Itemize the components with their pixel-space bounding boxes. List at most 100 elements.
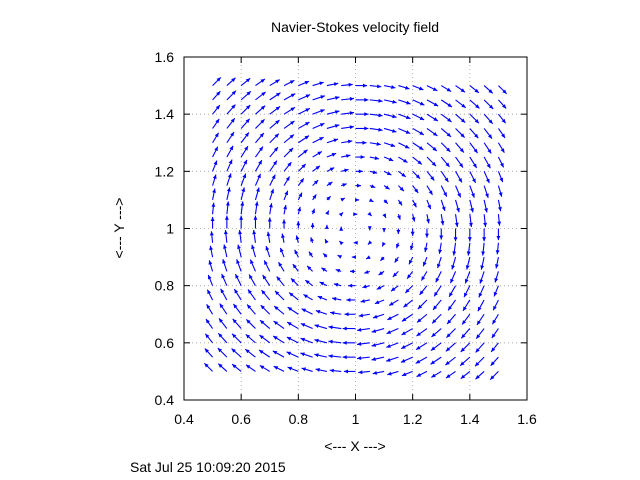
velocity-arrowhead [404, 144, 410, 149]
velocity-arrowhead [290, 93, 296, 98]
velocity-arrowhead [423, 247, 428, 252]
velocity-arrowhead [342, 183, 347, 187]
velocity-arrowhead [273, 366, 279, 370]
velocity-arrowhead [351, 255, 356, 260]
velocity-arrowhead [232, 318, 237, 324]
velocity-arrowhead [300, 352, 305, 357]
velocity-arrowhead [296, 221, 301, 226]
velocity-arrowhead [261, 91, 266, 97]
velocity-arrowhead [451, 265, 456, 270]
velocity-arrowhead [452, 251, 457, 256]
velocity-arrowhead [332, 296, 337, 301]
velocity-arrowhead [342, 355, 347, 360]
velocity-arrowhead [312, 194, 317, 199]
velocity-arrowhead [315, 368, 320, 372]
velocity-arrowhead [401, 345, 406, 349]
velocity-arrowhead [392, 114, 397, 119]
velocity-arrowhead [353, 240, 358, 245]
velocity-arrowhead [252, 230, 257, 235]
velocity-arrowhead [491, 347, 496, 352]
velocity-arrowhead [430, 360, 436, 365]
velocity-arrowhead [373, 314, 378, 319]
velocity-arrowhead [245, 349, 250, 354]
velocity-arrowhead [473, 148, 478, 154]
x-tick-label: 0.8 [289, 411, 309, 427]
velocity-arrowhead [297, 206, 302, 212]
velocity-arrowhead [407, 274, 412, 279]
velocity-arrowhead [410, 231, 415, 236]
velocity-arrowhead [401, 331, 406, 335]
chart-title: Navier-Stokes velocity field [271, 19, 439, 35]
velocity-arrowhead [281, 233, 285, 238]
velocity-arrowhead [258, 160, 262, 165]
velocity-arrowhead [246, 105, 251, 110]
velocity-arrowhead [353, 212, 358, 217]
velocity-arrowhead [268, 203, 273, 208]
velocity-arrowhead [495, 264, 499, 269]
velocity-arrowhead [363, 83, 368, 88]
velocity-arrowhead [233, 303, 238, 309]
velocity-arrowhead [286, 337, 292, 341]
velocity-arrowhead [449, 292, 453, 297]
velocity-arrowhead [358, 313, 364, 318]
velocity-arrowhead [225, 201, 230, 206]
velocity-arrowhead [230, 118, 235, 123]
velocity-arrowhead [364, 97, 369, 102]
velocity-arrowhead [431, 161, 437, 167]
velocity-arrowhead [346, 298, 351, 302]
velocity-arrowhead [210, 216, 215, 221]
velocity-arrowhead [376, 141, 381, 146]
velocity-arrowhead [387, 316, 392, 320]
velocity-arrowhead [292, 264, 297, 269]
velocity-arrowhead [239, 215, 244, 220]
velocity-arrowhead [500, 162, 504, 168]
velocity-arrowhead [367, 211, 372, 217]
velocity-arrowhead [360, 155, 365, 159]
velocity-arrowhead [376, 285, 382, 290]
velocity-arrowhead [419, 131, 424, 135]
velocity-arrowhead [349, 111, 354, 116]
velocity-arrowhead [391, 287, 396, 292]
velocity-arrowhead [220, 288, 225, 294]
velocity-arrowhead [338, 212, 344, 217]
velocity-arrowhead [389, 301, 394, 306]
velocity-arrowhead [245, 364, 251, 369]
velocity-arrowhead [275, 92, 281, 97]
velocity-arrowhead [405, 115, 411, 120]
velocity-arrowhead [287, 307, 293, 311]
x-axis-label: <--- X ---> [324, 438, 385, 454]
velocity-arrowhead [428, 190, 433, 195]
velocity-arrowhead [388, 157, 394, 162]
velocity-arrowhead [432, 87, 438, 91]
velocity-arrowhead [415, 174, 421, 179]
velocity-arrowhead [397, 215, 401, 220]
velocity-arrowhead [448, 305, 453, 311]
velocity-arrowhead [403, 303, 408, 308]
velocity-arrowhead [328, 354, 333, 359]
velocity-arrowhead [245, 78, 251, 83]
velocity-arrowhead [319, 281, 325, 286]
velocity-arrowhead [358, 169, 363, 174]
y-axis-label: <--- Y ---> [111, 198, 127, 259]
velocity-arrowhead [483, 222, 488, 227]
velocity-arrowhead [282, 219, 286, 224]
velocity-arrowhead [500, 148, 505, 153]
velocity-arrowhead [236, 259, 240, 264]
velocity-arrowhead [432, 146, 437, 151]
velocity-arrowhead [392, 128, 397, 133]
velocity-arrowhead [355, 197, 360, 202]
velocity-arrowhead [501, 104, 507, 109]
velocity-arrowhead [425, 233, 429, 238]
velocity-arrowhead [214, 146, 218, 152]
velocity-arrowhead [314, 324, 319, 329]
velocity-arrowhead [260, 119, 265, 124]
velocity-arrowhead [289, 292, 294, 297]
velocity-arrowhead [221, 273, 226, 279]
velocity-arrowhead [249, 274, 253, 279]
velocity-arrowhead [251, 244, 255, 250]
velocity-arrowhead [450, 278, 454, 284]
x-tick-label: 0.6 [231, 411, 251, 427]
velocity-arrowhead [405, 85, 410, 90]
velocity-arrowhead [330, 311, 335, 316]
velocity-arrowhead [368, 198, 374, 202]
